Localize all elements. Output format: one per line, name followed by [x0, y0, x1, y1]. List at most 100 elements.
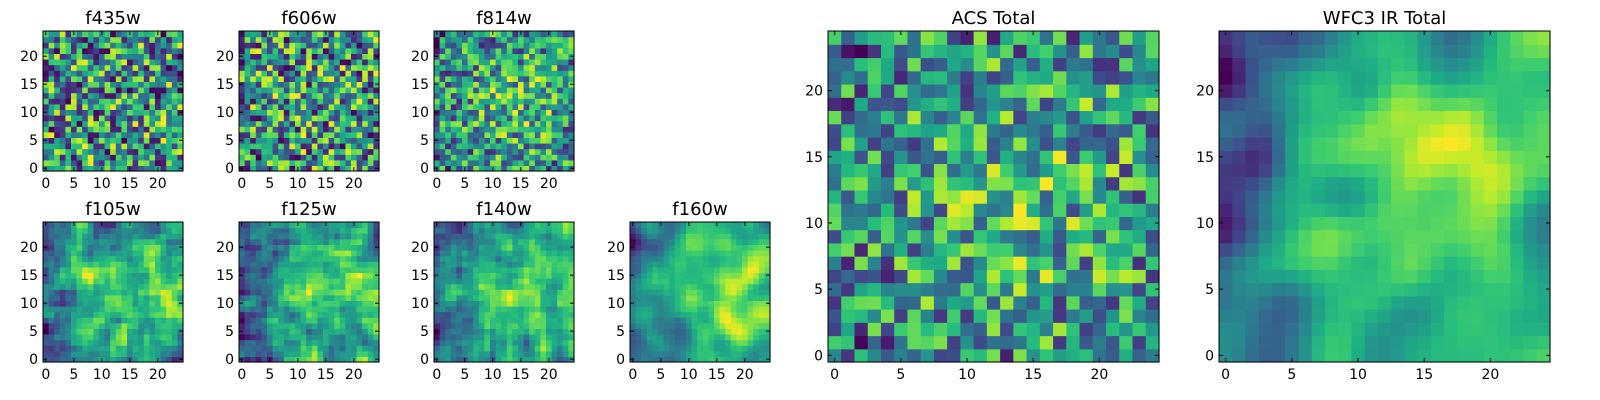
heatmap-cell	[110, 283, 117, 290]
heatmap-cell	[1132, 203, 1147, 217]
heatmap-cell	[278, 227, 285, 234]
heatmap-cell	[658, 345, 665, 352]
heatmap-cell	[255, 131, 262, 138]
heatmap-cell	[512, 92, 519, 99]
heatmap-cell	[345, 75, 352, 82]
heatmap-cell	[171, 47, 178, 54]
heatmap-cell	[160, 266, 167, 273]
heatmap-cell	[278, 233, 285, 240]
heatmap-cell	[473, 31, 480, 38]
heatmap-cell	[367, 103, 374, 110]
heatmap-cell	[1013, 309, 1028, 323]
heatmap-cell	[495, 126, 502, 133]
heatmap-cell	[373, 339, 380, 346]
heatmap-cell	[462, 92, 469, 99]
heatmap-cell	[93, 109, 100, 116]
heatmap-cell	[1145, 163, 1160, 178]
heatmap-cell	[54, 334, 61, 341]
heatmap-cell	[110, 311, 117, 318]
heatmap-cell	[272, 131, 279, 138]
heatmap-cell	[1145, 216, 1160, 231]
heatmap-cell	[557, 356, 564, 363]
heatmap-cell	[166, 98, 173, 105]
heatmap-cell	[1039, 203, 1054, 217]
heatmap-cell	[680, 334, 687, 341]
heatmap-cell	[680, 238, 687, 245]
heatmap-cell	[104, 266, 111, 273]
heatmap-cell	[551, 143, 558, 150]
heatmap-cell	[311, 148, 318, 155]
heatmap-cell	[841, 176, 856, 191]
heatmap-cell	[255, 98, 262, 105]
heatmap-cell	[65, 233, 72, 240]
heatmap-cell	[306, 131, 313, 138]
heatmap-cell	[149, 70, 156, 77]
heatmap-cell	[132, 311, 139, 318]
heatmap-cell	[160, 356, 167, 363]
heatmap-cell	[250, 306, 257, 313]
heatmap-cell	[1053, 295, 1067, 310]
heatmap-cell	[630, 289, 637, 296]
panel-title: f160w	[672, 199, 727, 220]
heatmap-cell	[244, 345, 251, 352]
heatmap-cell	[635, 222, 642, 229]
heatmap-cell	[986, 269, 1001, 284]
heatmap-cell	[110, 59, 117, 66]
heatmap-cell	[1145, 348, 1160, 363]
heatmap-cell	[306, 244, 313, 251]
heatmap-cell	[501, 356, 508, 363]
heatmap-cell	[110, 266, 117, 273]
heatmap-cell	[747, 317, 754, 324]
heatmap-cell	[177, 120, 184, 127]
heatmap-cell	[339, 75, 346, 82]
heatmap-cell	[1066, 348, 1081, 363]
heatmap-cell	[986, 309, 1001, 323]
heatmap-cell	[1026, 256, 1041, 270]
heatmap-cell	[841, 150, 856, 164]
heatmap-cell	[143, 53, 150, 60]
heatmap-cell	[244, 87, 251, 94]
heatmap-cell	[1106, 203, 1120, 217]
heatmap-cell	[1039, 256, 1054, 270]
heatmap-cell	[177, 334, 184, 341]
heatmap-cell	[356, 103, 363, 110]
heatmap-cell	[439, 317, 446, 324]
heatmap-cell	[506, 64, 513, 71]
heatmap-cell	[495, 356, 502, 363]
heatmap-cell	[132, 339, 139, 346]
axes-frame	[433, 221, 575, 363]
heatmap-cell	[54, 311, 61, 318]
heatmap-cell	[534, 283, 541, 290]
heatmap-cell	[177, 115, 184, 122]
heatmap-cell	[54, 233, 61, 240]
heatmap-cell	[854, 295, 869, 310]
heatmap-cell	[484, 311, 491, 318]
heatmap-cell	[1119, 176, 1134, 191]
heatmap-cell	[127, 250, 134, 257]
heatmap-cell	[278, 109, 285, 116]
heatmap-cell	[138, 283, 145, 290]
heatmap-cell	[250, 278, 257, 285]
heatmap-cells	[630, 222, 771, 363]
heatmap-cell	[267, 87, 274, 94]
heatmap-cell	[295, 126, 302, 133]
heatmap-cell	[512, 233, 519, 240]
heatmap-cell	[462, 137, 469, 144]
heatmap-cell	[155, 328, 162, 335]
heatmap-cell	[244, 261, 251, 268]
heatmap-cell	[652, 334, 659, 341]
heatmap-cell	[104, 115, 111, 122]
y-tick-label: 10	[216, 296, 234, 312]
heatmap-cell	[551, 283, 558, 290]
heatmap-cell	[456, 306, 463, 313]
heatmap-cell	[501, 59, 508, 66]
heatmap-cell	[568, 42, 575, 49]
heatmap-cell	[149, 36, 156, 43]
heatmap-cell	[54, 115, 61, 122]
heatmap-cell	[523, 75, 530, 82]
heatmap-cell	[1039, 295, 1054, 310]
heatmap-cell	[450, 59, 457, 66]
heatmap-cell	[110, 328, 117, 335]
heatmap-cell	[121, 345, 128, 352]
heatmap-cell	[132, 294, 139, 301]
